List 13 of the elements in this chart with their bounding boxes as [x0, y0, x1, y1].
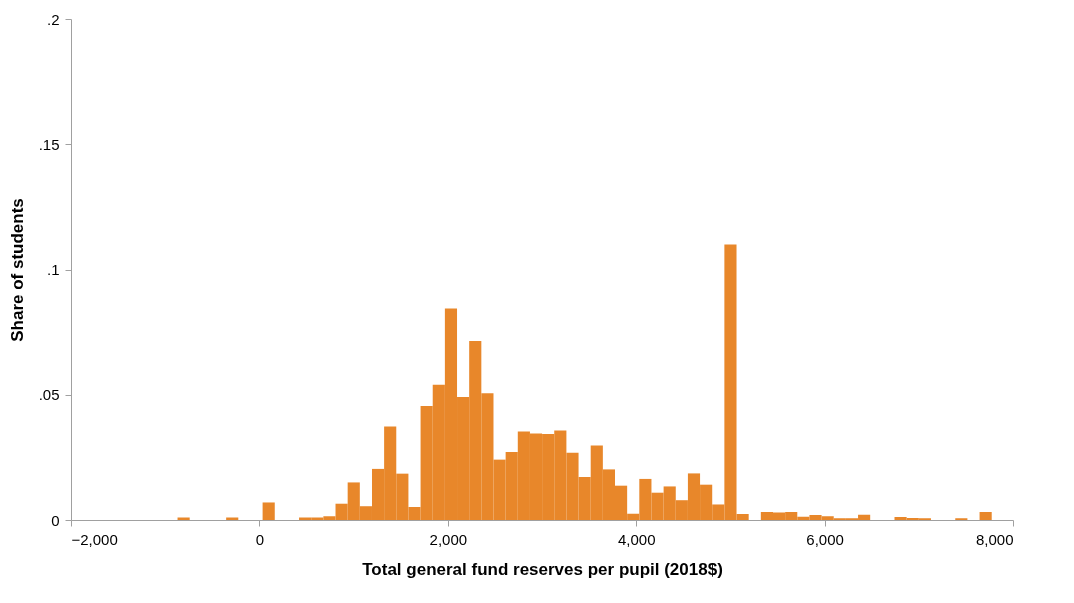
x-tick-label: 0: [255, 530, 265, 548]
x-tick-label: 8,000: [975, 530, 1014, 548]
x-tick-label: 6,000: [806, 530, 844, 548]
y-tick-label: .2: [46, 10, 60, 28]
x-tick-label: −2,000: [71, 530, 118, 548]
x-tick-label: 2,000: [429, 530, 468, 548]
y-axis-title: Share of students: [7, 198, 27, 342]
x-axis-title: Total general fund reserves per pupil (2018$): [362, 559, 723, 579]
y-tick-label: .1: [46, 261, 60, 278]
y-tick-label: 0: [51, 511, 60, 529]
x-tick-label: 4,000: [617, 530, 656, 548]
y-tick-label: .15: [38, 135, 60, 153]
y-tick-label: .05: [38, 386, 60, 404]
